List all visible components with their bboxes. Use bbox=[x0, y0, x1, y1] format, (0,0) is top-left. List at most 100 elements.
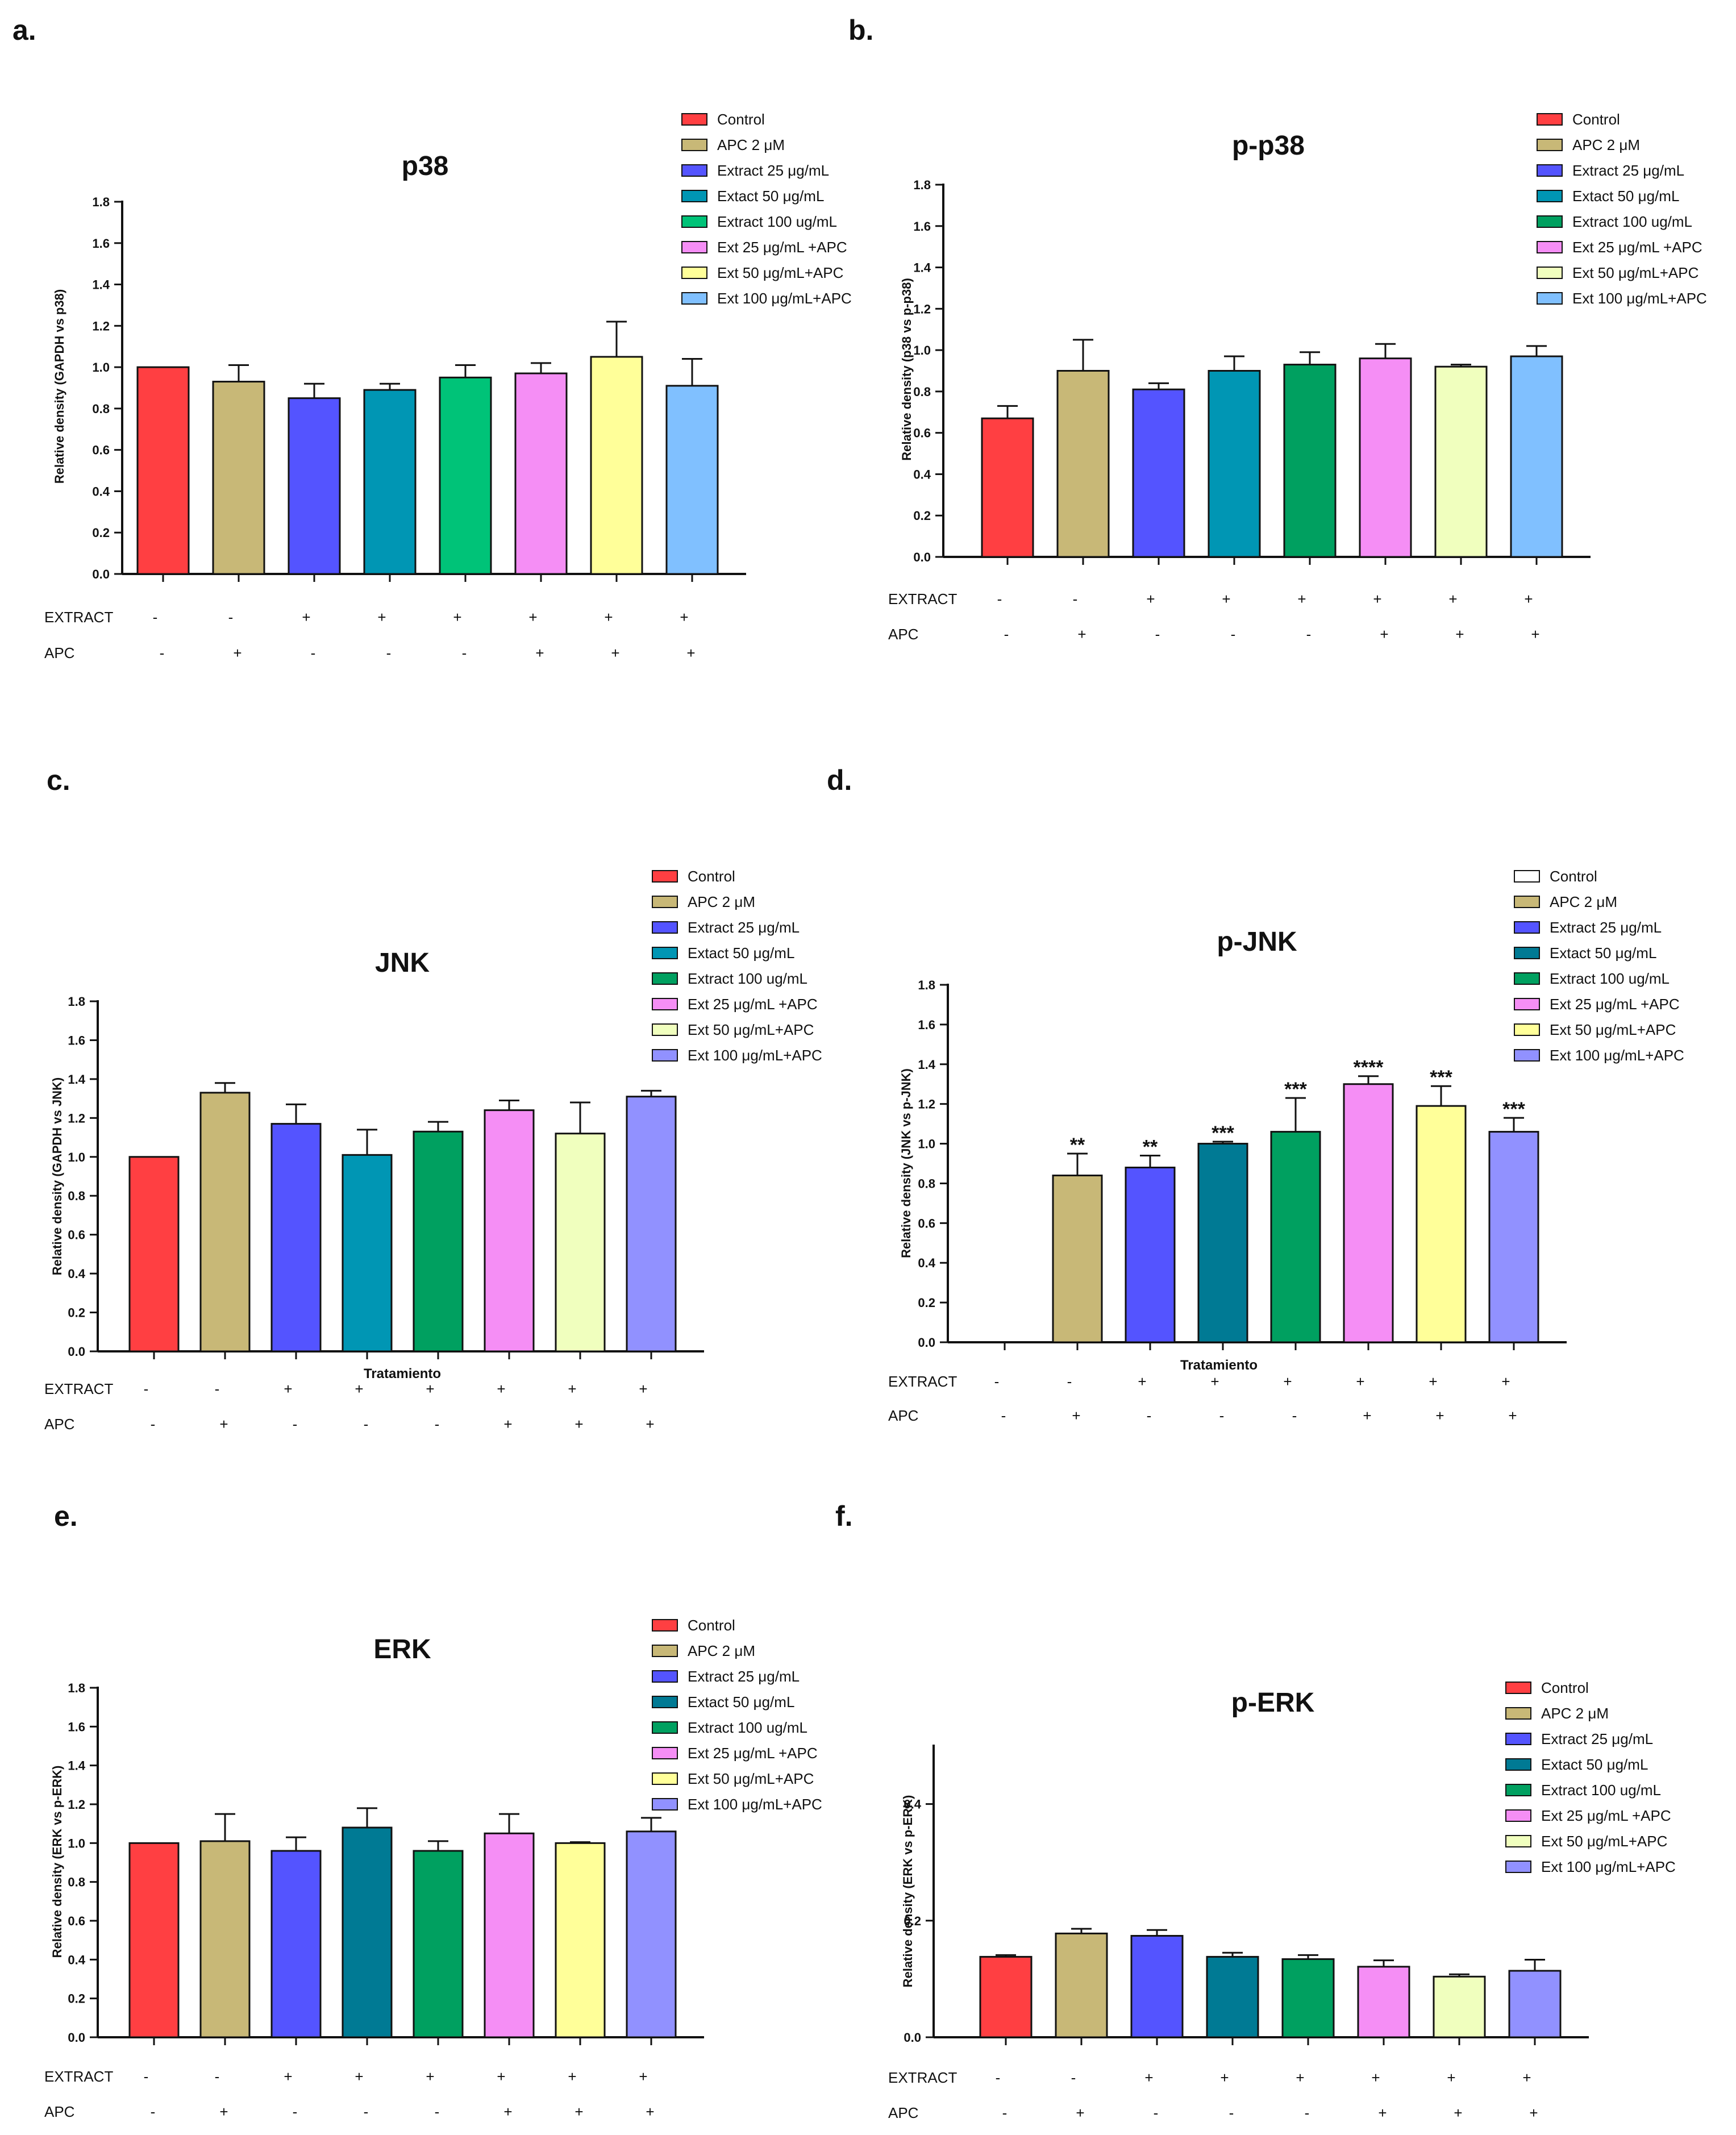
apc-sign: + bbox=[1077, 626, 1086, 643]
legend-entry: Extact 50 μg/mL bbox=[688, 1693, 794, 1711]
y-tick-label: 1.2 bbox=[913, 302, 931, 316]
extract-sign: + bbox=[568, 2068, 576, 2085]
legend-entry: Control bbox=[1541, 1679, 1589, 1696]
bar bbox=[199, 1840, 251, 2038]
apc-sign: + bbox=[574, 2103, 583, 2120]
apc-row-label: APC bbox=[888, 1407, 918, 1424]
y-tick-label: 1.6 bbox=[918, 1018, 935, 1032]
legend-entry: Ext 25 μg/mL +APC bbox=[688, 996, 818, 1013]
bar bbox=[363, 389, 417, 575]
apc-sign: + bbox=[1435, 1407, 1444, 1424]
legend-swatch bbox=[1514, 896, 1540, 908]
extract-sign: + bbox=[355, 1380, 363, 1397]
legend-swatch bbox=[1514, 921, 1540, 934]
y-tick-label: 0.0 bbox=[904, 2030, 921, 2045]
legend-entry: Ext 100 μg/mL+APC bbox=[717, 290, 852, 307]
y-tick-label: 0.4 bbox=[92, 484, 110, 498]
legend: Control APC 2 μM Extract 25 μg/mL Extact 50… bbox=[1514, 868, 1684, 1064]
legend-entry: Extract 25 μg/mL bbox=[1550, 919, 1662, 936]
chart-title: p-ERK bbox=[1231, 1688, 1315, 1718]
y-tick-label: 1.0 bbox=[918, 1137, 935, 1151]
y-tick-label: 1.2 bbox=[68, 1797, 85, 1812]
apc-sign: - bbox=[293, 2103, 298, 2120]
apc-sign: + bbox=[611, 644, 619, 661]
panel-label: f. bbox=[835, 1500, 853, 1532]
legend-entry: Extract 25 μg/mL bbox=[688, 919, 800, 936]
extract-sign: - bbox=[215, 1380, 220, 1397]
extract-sign: + bbox=[568, 1380, 576, 1397]
bar bbox=[1281, 1958, 1335, 2038]
y-tick-label: 0.2 bbox=[92, 526, 110, 540]
y-tick-label: 0.8 bbox=[918, 1176, 935, 1191]
extract-row-label: EXTRACT bbox=[888, 2069, 957, 2086]
legend-swatch bbox=[1514, 998, 1540, 1010]
legend-swatch bbox=[1505, 1733, 1531, 1745]
y-axis-label: Relative density (GAPDH vs JNK) bbox=[50, 1077, 64, 1275]
legend-entry: Extract 25 μg/mL bbox=[1541, 1730, 1653, 1747]
legend: Control APC 2 μM Extract 25 μg/mL Extact 50… bbox=[652, 1617, 822, 1813]
bar bbox=[136, 366, 190, 575]
legend-entry: Extract 100 ug/mL bbox=[1550, 970, 1670, 987]
apc-sign: - bbox=[1002, 2104, 1008, 2121]
bar bbox=[342, 1826, 393, 2038]
x-axis-label: Tratamiento bbox=[364, 1366, 441, 1381]
apc-sign: + bbox=[1363, 1407, 1371, 1424]
y-tick-label: 1.2 bbox=[68, 1111, 85, 1125]
apc-sign: - bbox=[1231, 626, 1236, 643]
y-axis-label: Relative density (p38 vs p-p38) bbox=[900, 278, 914, 461]
y-tick-label: 0.8 bbox=[68, 1875, 85, 1890]
legend-entry: Extact 50 μg/mL bbox=[717, 188, 824, 205]
y-tick-label: 1.4 bbox=[68, 1759, 85, 1773]
y-tick-label: 0.2 bbox=[68, 1306, 85, 1320]
extract-sign: - bbox=[144, 1380, 149, 1397]
apc-sign: - bbox=[293, 1416, 298, 1433]
legend-entry: Extact 50 μg/mL bbox=[1541, 1756, 1648, 1773]
legend-swatch bbox=[1537, 113, 1563, 126]
apc-row-label: APC bbox=[888, 2104, 918, 2121]
extract-sign: - bbox=[1071, 2069, 1076, 2086]
bar bbox=[413, 1850, 464, 2038]
extract-sign: + bbox=[1146, 590, 1155, 607]
legend-swatch bbox=[1514, 870, 1540, 883]
bar bbox=[128, 1842, 180, 2038]
apc-sign: - bbox=[1219, 1407, 1225, 1424]
significance-label: ** bbox=[1070, 1134, 1085, 1156]
legend-entry: Extract 25 μg/mL bbox=[717, 162, 829, 179]
bar bbox=[1052, 1174, 1103, 1343]
extract-sign: - bbox=[228, 609, 234, 626]
bar bbox=[1357, 1966, 1410, 2038]
apc-sign: - bbox=[435, 2103, 440, 2120]
extract-sign: - bbox=[215, 2068, 220, 2085]
bar bbox=[288, 397, 341, 575]
y-tick-label: 1.2 bbox=[92, 319, 110, 333]
legend-entry: Extract 25 μg/mL bbox=[688, 1668, 800, 1685]
apc-sign: + bbox=[1529, 2104, 1538, 2121]
extract-sign: + bbox=[1296, 2069, 1304, 2086]
y-tick-label: 1.0 bbox=[68, 1836, 85, 1850]
legend-entry: Ext 50 μg/mL+APC bbox=[1550, 1021, 1676, 1038]
extract-row-label: EXTRACT bbox=[888, 590, 957, 607]
legend-entry: Ext 100 μg/mL+APC bbox=[1541, 1858, 1676, 1875]
legend-entry: Ext 50 μg/mL+APC bbox=[717, 264, 843, 281]
legend-entry: Ext 25 μg/mL +APC bbox=[1572, 239, 1702, 256]
bar bbox=[1488, 1131, 1539, 1343]
y-axis-label: Relative density (ERK vs p-ERK) bbox=[901, 1795, 915, 1988]
legend-swatch bbox=[1514, 1023, 1540, 1036]
bar bbox=[1433, 1975, 1486, 2038]
extract-sign: + bbox=[1447, 2069, 1455, 2086]
legend-entry: Control bbox=[717, 111, 765, 128]
legend-swatch bbox=[652, 1645, 678, 1657]
legend-entry: Ext 25 μg/mL +APC bbox=[1541, 1807, 1671, 1824]
legend-swatch bbox=[652, 1619, 678, 1632]
legend-entry: Extract 100 ug/mL bbox=[1541, 1782, 1661, 1799]
significance-label: *** bbox=[1284, 1079, 1307, 1100]
legend-entry: Extact 50 μg/mL bbox=[688, 944, 794, 962]
bar bbox=[270, 1123, 322, 1352]
extract-sign: - bbox=[144, 2068, 149, 2085]
legend-swatch bbox=[652, 1023, 678, 1036]
bar bbox=[212, 381, 265, 575]
bar bbox=[128, 1156, 180, 1352]
y-tick-label: 1.8 bbox=[92, 195, 110, 209]
legend-swatch bbox=[681, 164, 707, 177]
